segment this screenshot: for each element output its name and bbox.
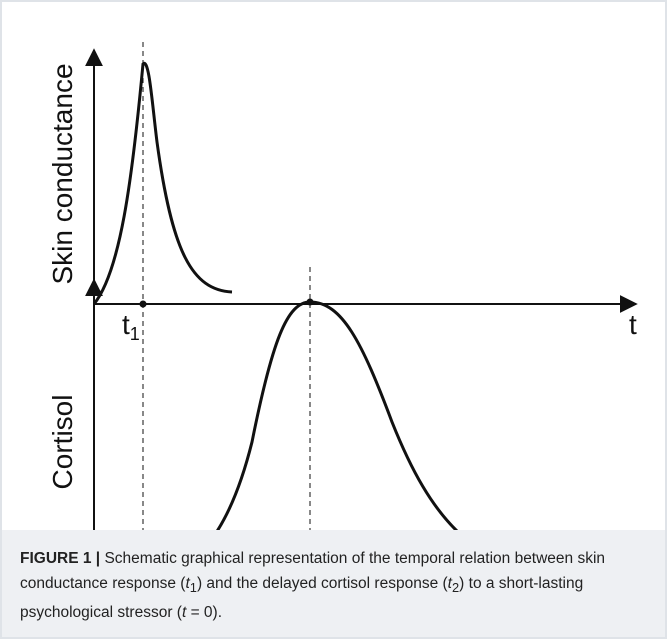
caption-text: = 0). [186, 604, 223, 622]
y-label: Skin conductance [47, 63, 78, 284]
caption-var: t [181, 604, 187, 622]
x-label: t [629, 309, 637, 340]
dot [139, 300, 147, 308]
caption-var: t [447, 575, 452, 592]
marker-sub: 1 [130, 324, 140, 344]
y-label: Cortisol [47, 395, 78, 490]
cortisol-curve [215, 300, 459, 530]
caption-text: ) to a short-lasting psychological stres… [20, 575, 584, 622]
dot [306, 298, 314, 306]
skin-curve [92, 61, 233, 305]
caption-label: FIGURE 1 | [20, 550, 101, 567]
marker-label: t1 [122, 309, 140, 344]
caption: FIGURE 1 | Schematic graphical represent… [2, 530, 665, 637]
caption-sub: 1 [189, 580, 197, 596]
caption-var: t [185, 575, 190, 592]
marker-base: t [122, 309, 130, 340]
caption-text: ) and the delayed cortisol response ( [196, 575, 448, 592]
caption-sub: 2 [451, 580, 460, 596]
caption-text: Schematic graphical representation of th… [20, 550, 606, 592]
diagram: Skin conductance t1 t Cortisol t1 t2 t [47, 42, 638, 530]
